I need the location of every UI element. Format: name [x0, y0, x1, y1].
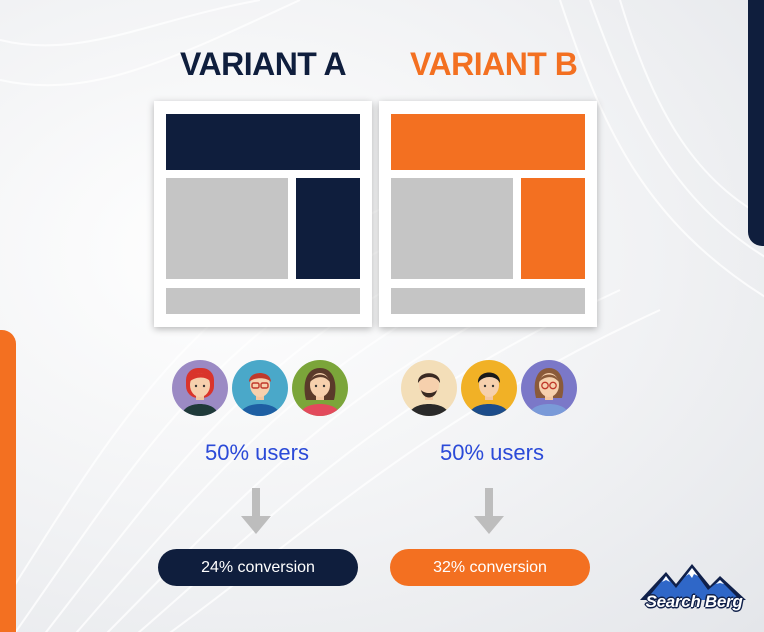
variant-a-content-block	[166, 178, 288, 279]
woman-glasses-icon	[521, 360, 577, 416]
left-accent-bar	[0, 330, 16, 632]
variant-a-sidebar-block	[296, 178, 360, 279]
search-berg-logo: Search Berg	[636, 562, 750, 618]
woman-brown-hair-icon	[292, 360, 348, 416]
variant-a-page-mockup	[154, 101, 372, 327]
variant-a-conversion-badge: 24% conversion	[158, 549, 358, 586]
man-dark-hair-icon	[461, 360, 517, 416]
variant-a-title: VARIANT A	[180, 46, 347, 82]
arrow-down-icon	[241, 488, 271, 534]
variant-b-content-block	[391, 178, 513, 279]
variant-b-sidebar-block	[521, 178, 585, 279]
variant-b-conversion-badge: 32% conversion	[390, 549, 590, 586]
variant-a-header-block	[166, 114, 360, 170]
variant-a-users-label: 50% users	[205, 440, 309, 465]
variant-a-footer-block	[166, 288, 360, 314]
variant-b-footer-block	[391, 288, 585, 314]
variant-b-header-block	[391, 114, 585, 170]
man-beard-icon	[401, 360, 457, 416]
variant-b-users-label: 50% users	[440, 440, 544, 465]
arrow-down-icon	[474, 488, 504, 534]
logo-text: Search Berg	[645, 592, 743, 611]
man-glasses-icon	[232, 360, 288, 416]
right-accent-bar	[748, 0, 764, 246]
woman-red-hair-icon	[172, 360, 228, 416]
mountain-icon	[640, 564, 746, 600]
variant-b-page-mockup	[379, 101, 597, 327]
variant-b-title: VARIANT B	[410, 46, 578, 82]
